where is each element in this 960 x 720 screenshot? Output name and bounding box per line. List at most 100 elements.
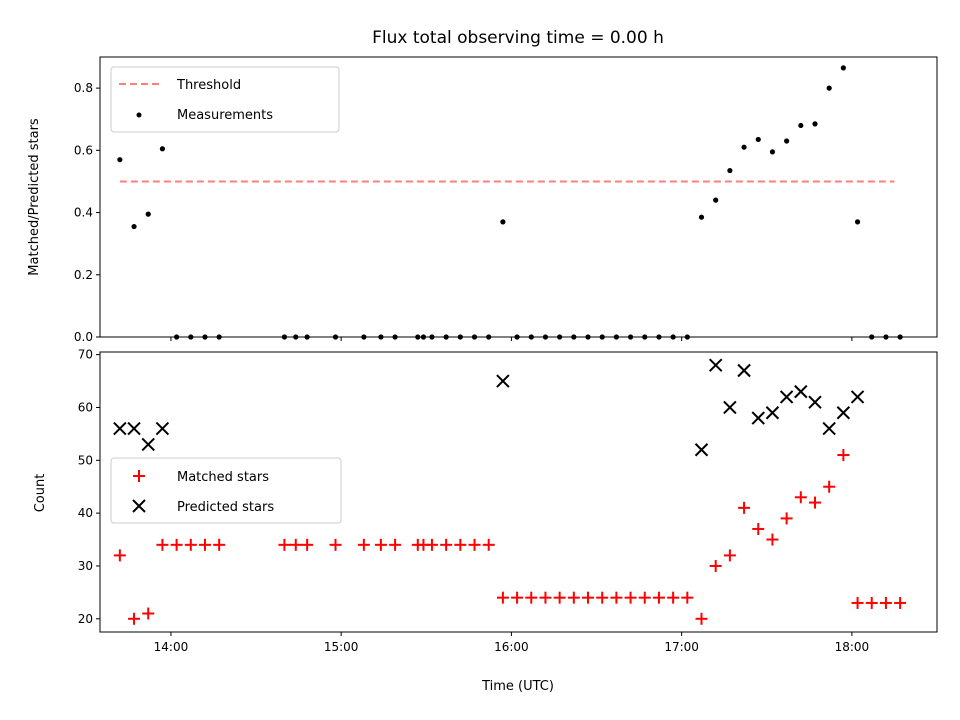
matched-stars-point — [425, 538, 438, 551]
count-panel-legend-box — [110, 457, 342, 524]
matched-stars-point — [454, 538, 467, 551]
count-x-tick-label: 18:00 — [835, 640, 870, 654]
count-y-tick-label: 40 — [78, 506, 93, 520]
matched-stars-point — [709, 559, 722, 572]
legend-measurements-swatch — [136, 112, 142, 118]
measurements-point — [798, 122, 804, 129]
matched-stars-point — [553, 591, 566, 604]
count-panel-y-ticks: 20 30 40 50 60 70 — [78, 348, 100, 626]
matched-stars-point — [357, 538, 370, 551]
legend-matched-stars-swatch — [133, 470, 145, 482]
measurements-point — [670, 334, 676, 340]
measurements-point — [557, 334, 563, 340]
ratio-panel-legend: Threshold Measurements — [110, 66, 340, 133]
matched-stars-point — [865, 596, 878, 609]
ratio-panel: 0.00.20.40.60.8 Matched/Predicted stars … — [27, 56, 938, 344]
measurements-point — [361, 334, 367, 340]
predicted-stars-point — [751, 411, 765, 425]
count-panel-frame — [99, 351, 938, 633]
ratio-y-tick-label: 0.6 — [74, 143, 93, 157]
ratio-panel-x-ticks — [170, 337, 853, 341]
matched-stars-point — [652, 591, 665, 604]
measurements-point — [332, 334, 339, 340]
predicted-stars-point — [113, 421, 127, 436]
measurements-point — [727, 167, 733, 174]
matched-stars-point — [525, 591, 538, 604]
legend-matched-stars-label: Matched stars — [177, 470, 269, 485]
measurements-point — [854, 219, 861, 225]
matched-stars-point — [823, 480, 836, 493]
measurements-point — [897, 334, 903, 340]
count-x-tick-label: 15:00 — [324, 640, 359, 654]
measurements-point — [392, 334, 398, 340]
measurements-point — [642, 334, 648, 340]
matched-stars-point — [582, 591, 595, 604]
chart-title: Flux total observing time = 0.00 h — [372, 28, 664, 48]
count-panel-legend: Matched stars Predicted stars — [110, 457, 342, 524]
matched-stars-point — [624, 591, 637, 604]
measurements-point — [698, 214, 705, 220]
measurements-point — [627, 334, 634, 340]
matched-stars-point — [329, 538, 342, 551]
measurements-point — [216, 334, 222, 340]
measurements-point — [613, 334, 619, 340]
count-panel-x-ticks: 14:00 15:00 16:00 17:00 18:00 — [154, 632, 870, 654]
ratio-y-tick-label: 0.8 — [74, 81, 93, 95]
matched-stars-point — [752, 522, 765, 535]
ratio-panel-marks — [117, 65, 903, 340]
predicted-stars-point — [836, 406, 851, 420]
measurements-point — [304, 334, 310, 340]
matched-stars-point — [213, 538, 226, 551]
matched-stars-point — [156, 538, 169, 551]
measurements-point — [293, 334, 299, 340]
measurements-point — [585, 334, 591, 340]
measurements-point — [883, 334, 889, 340]
count-x-tick-label: 16:00 — [494, 640, 529, 654]
matched-stars-point — [794, 491, 807, 504]
matched-stars-point — [289, 538, 302, 551]
matched-stars-point — [511, 591, 524, 604]
count-x-tick-label: 14:00 — [154, 640, 189, 654]
count-y-tick-label: 20 — [78, 612, 93, 626]
count-panel-marks — [113, 358, 907, 625]
measurements-point — [812, 121, 818, 127]
matched-stars-point — [837, 449, 850, 462]
matched-stars-point — [482, 538, 495, 551]
matched-stars-point — [389, 538, 402, 551]
count-x-tick-label: 17:00 — [664, 640, 699, 654]
predicted-stars-point — [779, 390, 794, 404]
predicted-stars-point — [822, 421, 836, 436]
measurements-point — [378, 334, 384, 340]
predicted-stars-point — [765, 406, 780, 420]
measurements-point — [840, 65, 846, 71]
matched-stars-point — [851, 596, 864, 609]
matched-stars-point — [113, 549, 126, 562]
measurements-point — [826, 85, 832, 91]
legend-predicted-stars-swatch — [132, 499, 146, 513]
measurements-point — [755, 136, 761, 143]
predicted-stars-point — [850, 390, 865, 404]
matched-stars-point — [539, 591, 552, 604]
measurements-point — [784, 138, 790, 144]
matched-stars-point — [879, 596, 892, 609]
predicted-stars-point — [708, 358, 723, 372]
measurements-point — [599, 334, 605, 340]
predicted-stars-point — [141, 437, 155, 452]
count-panel: 20 30 40 50 60 70 14:00 15:00 16:00 17:00 18:00 C… — [33, 348, 938, 694]
matched-stars-point — [567, 591, 580, 604]
measurements-point — [117, 157, 123, 163]
ratio-y-tick-label: 0.4 — [74, 206, 93, 220]
matched-stars-point — [496, 591, 509, 604]
measurements-point — [443, 334, 449, 340]
ratio-panel-y-ticks: 0.0 0.2 0.4 0.6 0.8 — [74, 81, 100, 344]
measurements-point — [145, 211, 151, 217]
matched-stars-point — [128, 612, 141, 625]
measurements-point — [713, 197, 719, 203]
matched-stars-point — [667, 591, 680, 604]
matched-stars-point — [596, 591, 609, 604]
matched-stars-point — [170, 538, 183, 551]
measurements-point — [457, 334, 463, 340]
matched-stars-point — [468, 538, 481, 551]
matched-stars-point — [766, 533, 779, 546]
measurements-point — [188, 334, 194, 340]
